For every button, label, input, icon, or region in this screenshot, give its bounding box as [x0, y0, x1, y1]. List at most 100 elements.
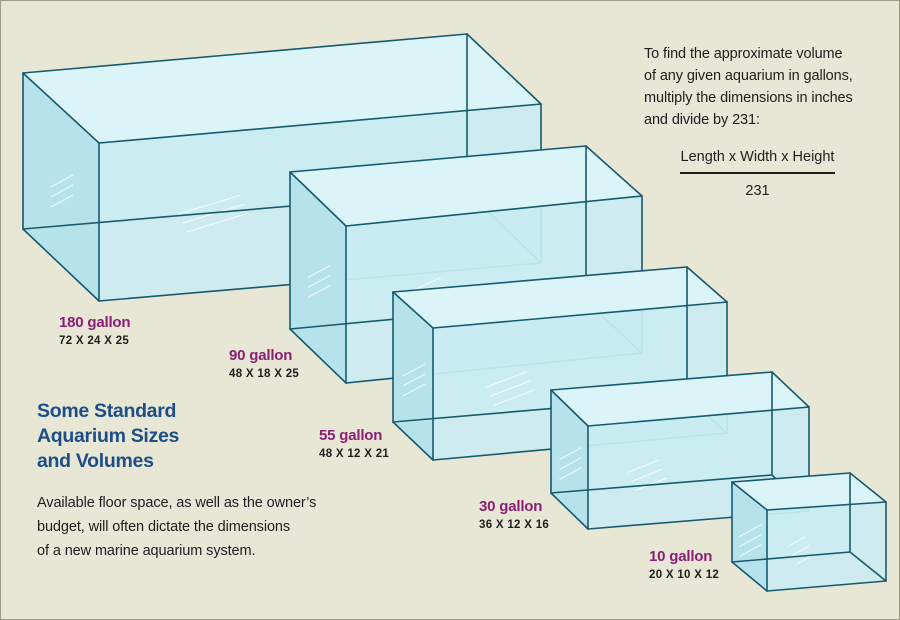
tank-edge — [771, 371, 810, 408]
tank-top-panel — [393, 267, 727, 328]
title-line: and Volumes — [37, 450, 154, 472]
tank-gallons: 55 gallon — [319, 427, 383, 444]
glass-glint — [402, 373, 426, 387]
glass-glint — [739, 524, 762, 537]
aquarium-tank — [550, 371, 810, 530]
tank-edge — [289, 145, 587, 173]
tank-top-panel — [732, 473, 886, 510]
description-line: of a new marine aquarium system. — [37, 543, 256, 559]
tank-edge — [345, 195, 643, 227]
tank-edge — [587, 406, 810, 427]
glass-glint — [489, 380, 532, 397]
glass-glint — [627, 459, 659, 473]
tank-edge — [731, 472, 851, 483]
tank-gallons: 10 gallon — [649, 548, 713, 565]
glass-glint — [485, 371, 528, 388]
tank-front-panel — [767, 502, 886, 591]
title-line: Some Standard — [37, 400, 177, 422]
tank-edge — [731, 551, 851, 563]
tank-edge — [392, 421, 434, 461]
glass-glint — [182, 203, 245, 224]
formula-intro-line: of any given aquarium in gallons, — [644, 68, 853, 84]
tank-edge — [98, 103, 542, 144]
tank-edge — [289, 328, 347, 384]
glass-glint — [186, 212, 249, 233]
page-title: Some Standard Aquarium Sizes and Volumes — [37, 399, 179, 474]
glass-glint — [792, 545, 810, 556]
tank-label-10: 10 gallon 20 X 10 X 12 — [649, 549, 719, 582]
tank-top-panel — [23, 34, 541, 143]
glass-glint — [402, 383, 426, 397]
glass-glint — [559, 457, 582, 470]
tank-edge — [550, 371, 773, 391]
glass-glint — [788, 536, 806, 547]
tank-edge — [432, 301, 728, 329]
description-line: budget, will often dictate the dimension… — [37, 519, 291, 535]
glass-glint — [50, 194, 74, 208]
formula-intro-line: and divide by 231: — [644, 112, 760, 128]
glass-glint — [739, 544, 762, 557]
formula-numerator: Length x Width x Height — [680, 149, 835, 165]
tank-side-panel — [551, 390, 588, 529]
aquarium-tank — [731, 472, 887, 592]
tank-edge — [550, 492, 589, 530]
tank-top-panel — [290, 146, 642, 226]
tank-edge — [849, 472, 887, 503]
formula-denominator: 231 — [745, 182, 770, 199]
tank-edge — [392, 266, 688, 293]
tank-side-panel — [732, 482, 767, 591]
glass-glint — [739, 534, 762, 547]
volume-formula: Length x Width x Height 231 — [680, 149, 835, 199]
tank-edge — [466, 33, 542, 105]
tank-edge — [22, 72, 100, 144]
tank-label-55: 55 gallon 48 X 12 X 21 — [319, 428, 389, 461]
formula-intro: To find the approximate volume of any gi… — [644, 43, 853, 131]
tank-gallons: 180 gallon — [59, 314, 131, 331]
glass-glint — [307, 265, 331, 278]
tank-edge — [766, 580, 887, 592]
glass-glint — [402, 363, 426, 377]
tank-edge — [585, 145, 643, 197]
tank-dimensions: 48 X 18 X 25 — [229, 368, 300, 380]
tank-edge — [392, 291, 434, 329]
tank-gallons: 90 gallon — [229, 347, 293, 364]
title-line: Aquarium Sizes — [37, 425, 180, 447]
glass-glint — [493, 389, 536, 406]
tank-edge — [22, 228, 100, 302]
description-text: Available floor space, as well as the ow… — [37, 491, 357, 563]
glass-glint — [559, 467, 582, 480]
tank-label-180: 180 gallon 72 X 24 X 25 — [59, 314, 131, 348]
tank-gallons: 30 gallon — [479, 498, 543, 515]
tank-edge — [849, 551, 887, 582]
tank-label-30: 30 gallon 36 X 12 X 16 — [479, 499, 549, 532]
glass-glint — [307, 275, 331, 288]
tank-edge — [686, 266, 728, 303]
fraction-bar — [680, 172, 835, 174]
glass-glint — [178, 194, 241, 215]
tank-dimensions: 20 X 10 X 12 — [649, 569, 720, 581]
tank-edge — [731, 561, 768, 592]
tank-dimensions: 48 X 12 X 21 — [319, 448, 390, 460]
tank-edge — [766, 501, 887, 511]
tank-edge — [731, 481, 768, 511]
glass-glint — [559, 447, 582, 460]
description-line: Available floor space, as well as the ow… — [37, 495, 317, 511]
glass-glint — [631, 468, 663, 482]
tank-side-panel — [393, 292, 433, 460]
formula-intro-line: multiply the dimensions in inches — [644, 90, 853, 106]
tank-side-panel — [23, 73, 99, 301]
tank-label-90: 90 gallon 48 X 18 X 25 — [229, 348, 299, 381]
tank-edge — [22, 33, 468, 74]
tank-edge — [550, 389, 589, 427]
tank-edge — [289, 171, 347, 227]
glass-glint — [50, 184, 74, 198]
tank-side-panel — [290, 172, 346, 383]
tank-dimensions: 72 X 24 X 25 — [59, 335, 130, 347]
glass-glint — [307, 285, 331, 298]
glass-glint — [50, 174, 74, 188]
tank-dimensions: 36 X 12 X 16 — [479, 519, 550, 531]
formula-intro-line: To find the approximate volume — [644, 46, 843, 62]
glass-glint — [796, 554, 814, 565]
